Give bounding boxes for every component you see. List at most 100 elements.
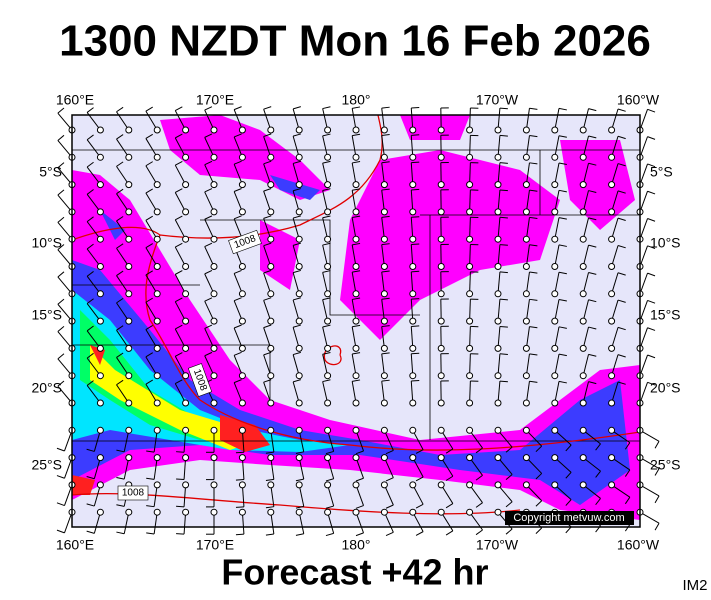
barb-feather: [355, 477, 364, 482]
barb-staff: [355, 430, 364, 452]
barb-feather: [295, 451, 304, 454]
station: [608, 481, 616, 489]
barb-feather: [263, 269, 272, 274]
station: [153, 208, 161, 216]
station: [494, 454, 502, 462]
station: [579, 454, 587, 462]
station: [352, 263, 360, 270]
image-code: IM2: [682, 577, 707, 594]
barb-staff: [64, 484, 73, 506]
barb-feather: [415, 531, 424, 536]
station: [210, 426, 218, 434]
barb-feather: [381, 352, 390, 355]
barb-staff: [145, 383, 158, 404]
station: [551, 481, 559, 489]
barb-feather: [352, 379, 361, 382]
station: [551, 153, 559, 161]
barb-staff: [412, 430, 424, 450]
barb-staff: [183, 512, 187, 535]
barb-feather: [292, 324, 301, 328]
station: [352, 508, 360, 516]
barb-staff: [410, 244, 414, 267]
barb-staff: [525, 190, 530, 212]
latitude-label: 15°S: [31, 307, 62, 323]
barb-feather: [145, 161, 153, 167]
barb-feather: [116, 270, 124, 276]
barb-staff: [263, 163, 272, 185]
station: [153, 153, 161, 161]
barb-staff: [233, 355, 243, 376]
barb-staff: [116, 193, 130, 213]
barb-staff: [497, 429, 513, 448]
barb-staff: [174, 219, 187, 240]
barb-staff: [469, 271, 471, 294]
station: [267, 344, 275, 352]
barb-staff: [292, 217, 300, 240]
station: [522, 208, 530, 216]
barb-staff: [351, 299, 357, 322]
barb-feather: [565, 444, 572, 452]
barb-staff: [611, 457, 631, 471]
station: [125, 263, 133, 270]
barb-feather: [352, 161, 361, 164]
station: [125, 344, 133, 352]
barb-feather: [647, 163, 656, 168]
barb-staff: [497, 271, 501, 294]
station: [125, 126, 133, 134]
barb-feather: [263, 133, 272, 137]
barb-staff: [554, 326, 560, 349]
barb-staff: [86, 275, 101, 295]
barb-feather: [529, 135, 538, 138]
station: [380, 235, 388, 243]
station: [210, 508, 218, 516]
station: [409, 263, 417, 270]
station: [522, 317, 530, 325]
station: [153, 344, 161, 352]
barb-feather: [647, 136, 656, 140]
barb-feather: [86, 530, 95, 534]
barb-staff: [233, 191, 243, 213]
barb-staff: [525, 381, 530, 404]
barb-staff: [351, 190, 357, 212]
barb-staff: [270, 430, 275, 453]
barb-feather: [292, 242, 301, 246]
station: [96, 508, 104, 516]
barb-staff: [145, 301, 158, 322]
station: [324, 317, 332, 325]
station: [579, 344, 587, 352]
barb-feather: [116, 352, 124, 358]
barb-staff: [292, 299, 300, 322]
station: [324, 344, 332, 352]
barb-staff: [183, 457, 187, 480]
barb-staff: [582, 484, 601, 499]
isobar-label-box: [187, 363, 213, 397]
barb-feather: [381, 188, 390, 191]
barb-feather: [86, 216, 94, 223]
barb-staff: [410, 299, 414, 322]
station: [551, 426, 559, 434]
barb-feather: [411, 352, 420, 355]
station: [579, 153, 587, 161]
barb-feather: [535, 500, 543, 507]
barb-feather: [263, 351, 272, 356]
isobar-label: 1008: [228, 229, 262, 255]
station: [182, 181, 190, 189]
station: [295, 235, 303, 243]
barb-feather: [529, 353, 538, 356]
barb-feather: [86, 448, 95, 452]
station: [494, 344, 502, 352]
barb-feather: [588, 244, 597, 248]
latitude-label: 15°S: [650, 307, 681, 323]
barb-feather: [565, 471, 572, 479]
station: [579, 290, 587, 298]
barb-staff: [469, 457, 483, 476]
barb-staff: [327, 512, 335, 534]
station: [437, 399, 445, 407]
barb-feather: [204, 324, 213, 329]
barb-staff: [116, 357, 130, 376]
barb-feather: [505, 528, 513, 535]
barb-feather: [381, 325, 390, 328]
station: [182, 263, 190, 270]
barb-staff: [57, 331, 73, 349]
station: [409, 208, 417, 216]
